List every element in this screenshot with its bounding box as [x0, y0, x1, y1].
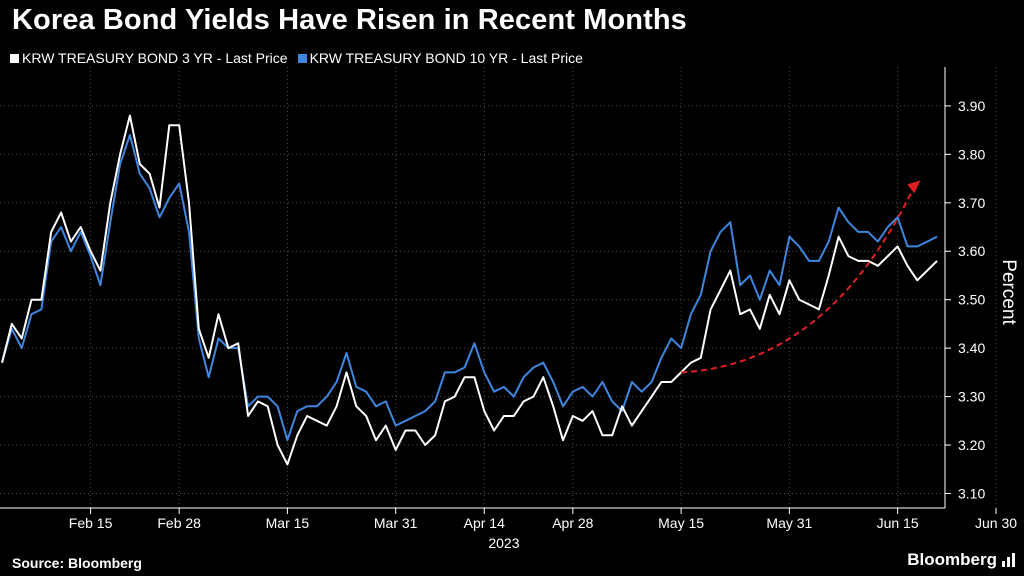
- x-tick-label: May 31: [766, 515, 812, 531]
- legend-item-3yr: KRW TREASURY BOND 3 YR - Last Price: [10, 50, 288, 66]
- y-tick-label: 3.40: [958, 340, 985, 356]
- y-tick-label: 3.20: [958, 437, 985, 453]
- x-tick-label: Feb 28: [157, 515, 201, 531]
- legend-item-10yr: KRW TREASURY BOND 10 YR - Last Price: [297, 50, 583, 66]
- grid-layer: [0, 67, 997, 508]
- legend-label-3yr: KRW TREASURY BOND 3 YR - Last Price: [22, 50, 288, 66]
- x-tick-label: Jun 15: [877, 515, 919, 531]
- annotation-layer: [681, 180, 921, 374]
- legend-label-10yr: KRW TREASURY BOND 10 YR - Last Price: [309, 50, 583, 66]
- y-tick-label: 3.30: [958, 389, 985, 405]
- trend-arrow-head: [907, 180, 921, 194]
- logo-text: Bloomberg: [907, 550, 997, 569]
- bloomberg-logo: Bloomberg: [907, 550, 1016, 570]
- x-axis-label: 2023: [488, 535, 519, 551]
- y-tick-label: 3.70: [958, 195, 985, 211]
- y-tick-label: 3.80: [958, 146, 985, 162]
- trend-arrow-line: [681, 187, 915, 374]
- series-line-10yr: [1, 134, 938, 442]
- x-tick-label: Jun 30: [975, 515, 1017, 531]
- y-tick-label: 3.50: [958, 292, 985, 308]
- x-tick-label: May 15: [658, 515, 704, 531]
- series-line-3yr: [1, 114, 938, 466]
- y-tick-label: 3.60: [958, 243, 985, 259]
- x-tick-label: Mar 15: [266, 515, 310, 531]
- y-tick-label: 3.90: [958, 98, 985, 114]
- y-axis-label: Percent: [998, 259, 1019, 325]
- bar-chart-icon: [1002, 553, 1016, 567]
- chart-title: Korea Bond Yields Have Risen in Recent M…: [12, 4, 687, 36]
- axis-layer: 3.10 3.20 3.30 3.40 3.50 3.60 3.70 3.80 3.90 Feb …: [0, 67, 1019, 551]
- x-tick-label: Feb 15: [69, 515, 113, 531]
- legend-swatch-10yr: [297, 53, 307, 63]
- x-tick-label: Mar 31: [374, 515, 418, 531]
- x-tick-label: Apr 14: [464, 515, 505, 531]
- legend: KRW TREASURY BOND 3 YR - Last Price KRW …: [10, 50, 583, 66]
- source-note: Source: Bloomberg: [12, 555, 142, 571]
- y-tick-label: 3.10: [958, 485, 985, 501]
- legend-swatch-3yr: [10, 53, 19, 63]
- x-tick-label: Apr 28: [552, 515, 593, 531]
- series-layer: [1, 114, 938, 466]
